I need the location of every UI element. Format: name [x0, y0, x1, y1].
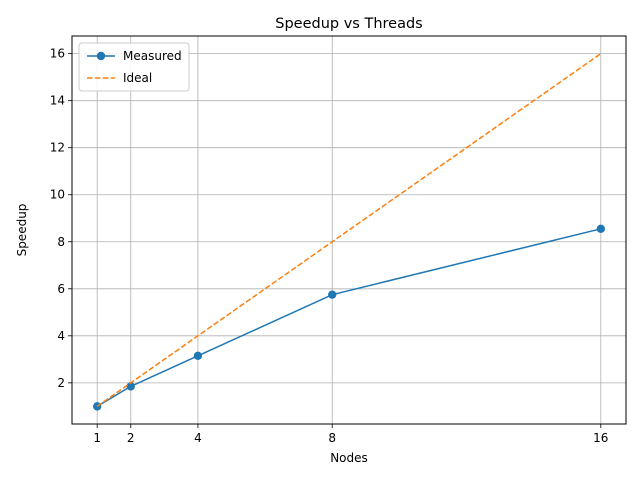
y-tick-label: 10	[50, 188, 65, 202]
legend-box	[78, 42, 190, 92]
y-tick-label: 2	[57, 376, 65, 390]
y-axis-ticks: 2 4 6 8 10 12 14 16	[50, 47, 72, 390]
x-axis-ticks: 1 2 4 8 16	[93, 424, 608, 445]
y-tick-label: 8	[57, 235, 65, 249]
y-tick-label: 12	[50, 141, 65, 155]
grid	[72, 36, 626, 424]
data-point-measured	[328, 290, 337, 299]
data-point-measured	[126, 382, 135, 391]
plot-frame	[71, 35, 627, 425]
x-axis-label: Nodes	[330, 451, 368, 465]
data-point-measured	[596, 224, 606, 234]
x-tick-label: 4	[194, 431, 202, 445]
y-tick-label: 6	[57, 282, 65, 296]
chart-title: Speedup vs Threads	[275, 16, 422, 32]
legend-label-ideal: Ideal	[123, 71, 152, 85]
y-tick-label: 16	[50, 47, 65, 61]
y-tick-label: 14	[50, 94, 65, 108]
series-layer	[92, 53, 606, 411]
legend: Measured Ideal	[78, 42, 190, 92]
x-tick-label: 2	[127, 431, 135, 445]
legend-marker-measured	[96, 51, 106, 61]
series-line-ideal	[96, 53, 602, 407]
data-point-measured	[193, 351, 203, 361]
x-tick-label: 8	[328, 431, 336, 445]
x-tick-label: 1	[93, 431, 101, 445]
y-tick-label: 4	[57, 329, 65, 343]
y-axis-label: Speedup	[15, 204, 29, 257]
legend-label-measured: Measured	[123, 49, 182, 63]
x-tick-label: 16	[593, 431, 608, 445]
